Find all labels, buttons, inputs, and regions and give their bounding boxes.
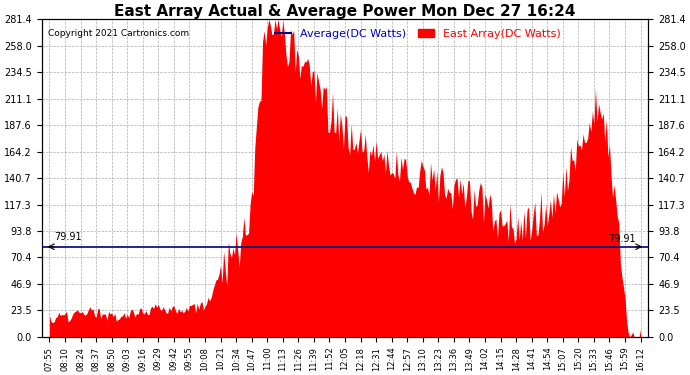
Text: 79.91: 79.91 (609, 234, 636, 243)
Text: 79.91: 79.91 (54, 232, 81, 242)
Title: East Array Actual & Average Power Mon Dec 27 16:24: East Array Actual & Average Power Mon De… (115, 4, 575, 19)
Legend: Average(DC Watts), East Array(DC Watts): Average(DC Watts), East Array(DC Watts) (270, 25, 565, 44)
Text: Copyright 2021 Cartronics.com: Copyright 2021 Cartronics.com (48, 29, 189, 38)
